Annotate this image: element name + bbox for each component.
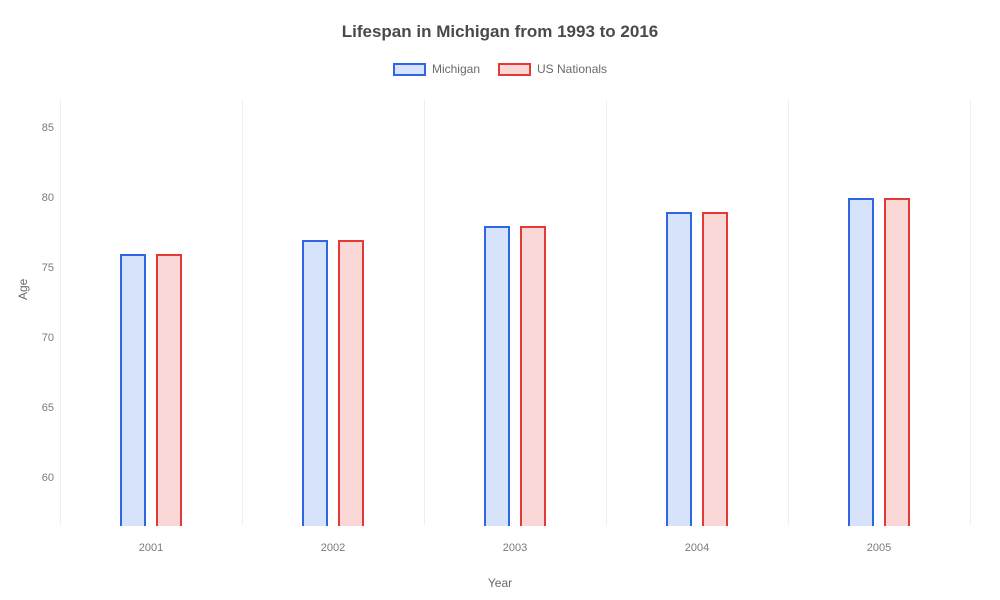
bar-us-nationals — [520, 226, 546, 526]
gridline-v — [606, 100, 607, 525]
y-tick-label: 85 — [32, 122, 54, 134]
chart-container: Lifespan in Michigan from 1993 to 2016 M… — [0, 0, 1000, 600]
x-tick-label: 2002 — [321, 542, 345, 554]
x-tick-label: 2005 — [867, 542, 891, 554]
x-tick-label: 2004 — [685, 542, 709, 554]
x-tick-label: 2003 — [503, 542, 527, 554]
bar-michigan — [484, 226, 510, 526]
bar-us-nationals — [338, 240, 364, 526]
x-tick-label: 2001 — [139, 542, 163, 554]
y-tick-label: 65 — [32, 402, 54, 414]
bar-michigan — [302, 240, 328, 526]
legend-item-us-nationals: US Nationals — [498, 62, 607, 76]
legend-label-us-nationals: US Nationals — [537, 62, 607, 76]
bar-us-nationals — [884, 198, 910, 526]
bar-us-nationals — [702, 212, 728, 526]
gridline-v — [424, 100, 425, 525]
gridline-v — [970, 100, 971, 525]
gridline-v — [242, 100, 243, 525]
chart-title: Lifespan in Michigan from 1993 to 2016 — [0, 0, 1000, 42]
bar-michigan — [120, 254, 146, 526]
legend-label-michigan: Michigan — [432, 62, 480, 76]
y-tick-label: 80 — [32, 192, 54, 204]
bar-us-nationals — [156, 254, 182, 526]
y-tick-label: 75 — [32, 262, 54, 274]
y-tick-label: 60 — [32, 472, 54, 484]
plot-area — [60, 100, 970, 520]
legend-swatch-michigan — [393, 63, 426, 76]
x-axis-label: Year — [0, 576, 1000, 590]
legend-item-michigan: Michigan — [393, 62, 480, 76]
y-tick-label: 70 — [32, 332, 54, 344]
bar-michigan — [848, 198, 874, 526]
y-axis-label: Age — [16, 279, 30, 300]
bar-michigan — [666, 212, 692, 526]
legend-swatch-us-nationals — [498, 63, 531, 76]
gridline-v — [788, 100, 789, 525]
gridline-v — [60, 100, 61, 525]
legend: Michigan US Nationals — [0, 62, 1000, 76]
